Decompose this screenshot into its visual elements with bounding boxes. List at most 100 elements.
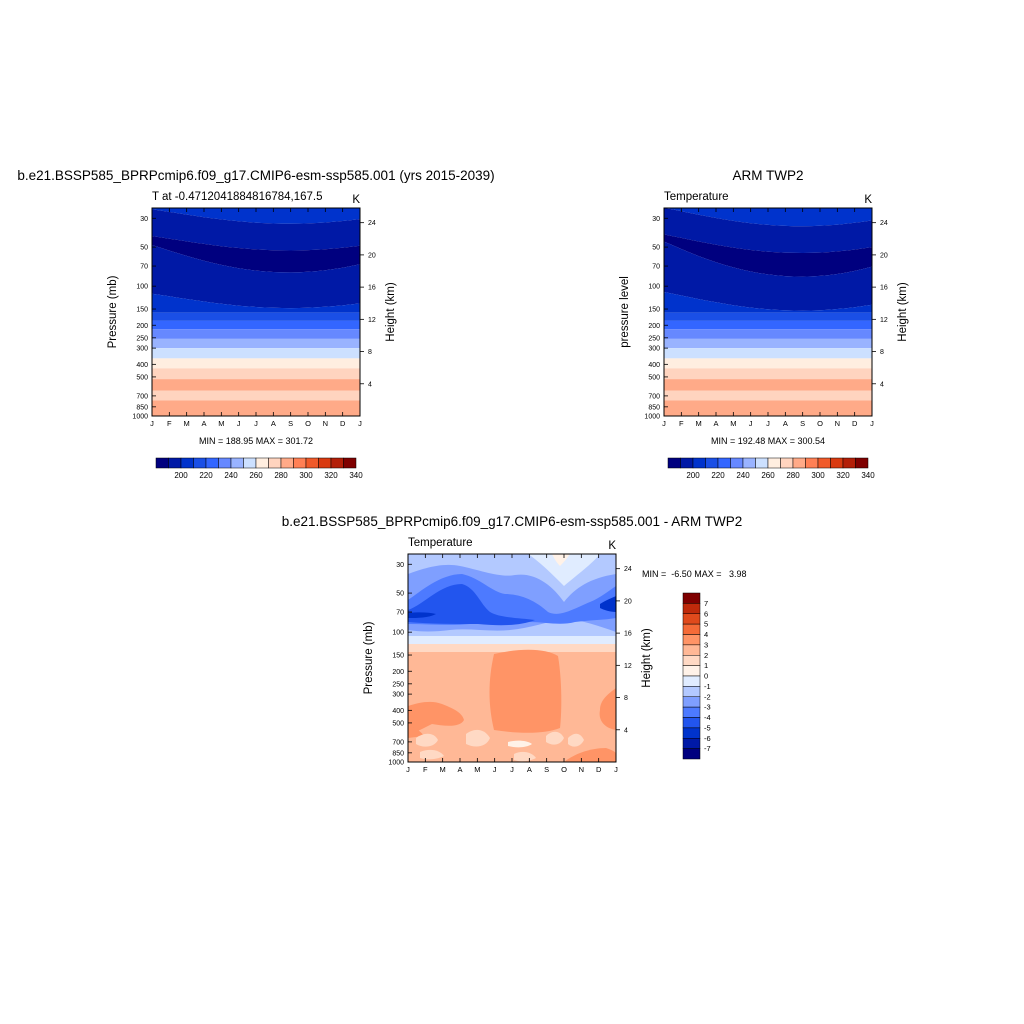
colorbar-label: 340	[349, 471, 363, 480]
panel-model: b.e21.BSSP585_BPRPcmip6.f09_g17.CMIP6-es…	[17, 168, 494, 480]
x-tick-label: A	[713, 419, 718, 428]
x-tick-label: A	[457, 765, 462, 774]
height-tick-label: 20	[368, 252, 376, 259]
colorbar-box	[682, 665, 701, 677]
colorbar-label: 5	[704, 620, 708, 629]
x-tick-label: J	[493, 765, 497, 774]
panel-diff-colorbar: 76 543 21 0-1-2 -3-4-5 -6-7	[682, 592, 711, 760]
colorbar-label: 1	[704, 661, 708, 670]
y-tick-label: 250	[648, 335, 660, 342]
band-model-8	[152, 338, 360, 349]
colorbar-box	[255, 457, 269, 469]
colorbar-box	[280, 457, 294, 469]
x-tick-label: J	[358, 419, 362, 428]
y-tick-label: 1000	[388, 760, 404, 767]
colorbar-box	[318, 457, 332, 469]
band-model-12	[152, 379, 360, 391]
y-tick-label: 850	[392, 750, 404, 757]
y-tick-label: 50	[140, 245, 148, 252]
diff-surface-patch-7	[514, 751, 536, 762]
colorbar-box	[780, 457, 794, 469]
colorbar-box	[755, 457, 769, 469]
colorbar-label: 320	[324, 471, 338, 480]
colorbar-box	[682, 696, 701, 708]
diff-surface-patch-1	[416, 733, 438, 747]
band-obs-10	[664, 358, 872, 369]
y-tick-label: 850	[648, 404, 660, 411]
y-tick-label: 70	[652, 264, 660, 271]
x-tick-label: D	[340, 419, 346, 428]
colorbar-label: -6	[704, 734, 711, 743]
diff-cold-layer-9	[552, 554, 570, 566]
band-model-4	[152, 293, 360, 313]
colorbar-box	[730, 457, 744, 469]
band-model-11	[152, 368, 360, 380]
colorbar-box	[682, 644, 701, 656]
y-tick-label: 500	[392, 720, 404, 727]
band-obs-4	[664, 292, 872, 313]
band-obs-13	[664, 390, 872, 401]
y-tick-label: 500	[136, 374, 148, 381]
diff-surface-patch-4	[568, 733, 584, 747]
x-tick-label: N	[579, 765, 584, 774]
diff-cold-layer-7	[600, 596, 616, 612]
colorbar-box	[155, 457, 169, 469]
colorbar-box	[682, 727, 701, 739]
colorbar-box	[205, 457, 219, 469]
x-tick-label: J	[662, 419, 666, 428]
colorbar-box	[682, 675, 701, 687]
panel-diff: b.e21.BSSP585_BPRPcmip6.f09_g17.CMIP6-es…	[282, 514, 747, 774]
y-tick-label: 70	[396, 610, 404, 617]
colorbar-label: 280	[274, 471, 288, 480]
panel-model-stats: MIN = 188.95 MAX = 301.72	[199, 436, 313, 446]
band-model-9	[152, 348, 360, 359]
colorbar-label: 240	[736, 471, 750, 480]
panel-model-left-label: T at -0.4712041884816784,167.5	[152, 191, 323, 203]
x-tick-label: A	[271, 419, 276, 428]
diff-surface-patch-2	[466, 729, 490, 747]
x-tick-label: J	[614, 765, 618, 774]
x-tick-label: J	[870, 419, 874, 428]
x-tick-label: J	[237, 419, 241, 428]
band-obs-7	[664, 329, 872, 339]
colorbar-box	[682, 623, 701, 635]
panel-model-ylabel: Pressure (mb)	[107, 275, 119, 348]
y-tick-label: 1000	[132, 414, 148, 421]
panel-obs-ylabel-right: Height (km)	[897, 282, 909, 342]
panel-obs-title: ARM TWP2	[732, 168, 803, 183]
colorbar-label: -2	[704, 692, 711, 701]
x-tick-label: J	[406, 765, 410, 774]
x-tick-label: M	[440, 765, 446, 774]
colorbar-box	[667, 457, 681, 469]
height-tick-label: 20	[624, 598, 632, 605]
panel-model-ylabel-right: Height (km)	[385, 282, 397, 342]
colorbar-label: 200	[686, 471, 700, 480]
band-obs-12	[664, 379, 872, 391]
y-tick-label: 100	[392, 630, 404, 637]
colorbar-label: -7	[704, 744, 711, 753]
x-tick-label: M	[696, 419, 702, 428]
band-model-2	[152, 236, 360, 273]
colorbar-box	[717, 457, 731, 469]
height-tick-label: 4	[624, 727, 628, 734]
colorbar-box	[682, 717, 701, 729]
y-tick-label: 850	[136, 404, 148, 411]
height-tick-label: 8	[368, 349, 372, 356]
x-tick-label: F	[679, 419, 684, 428]
height-tick-label: 12	[880, 317, 888, 324]
colorbar-box	[180, 457, 194, 469]
x-tick-label: S	[544, 765, 549, 774]
panel-model-title: b.e21.BSSP585_BPRPcmip6.f09_g17.CMIP6-es…	[17, 168, 494, 183]
colorbar-box	[682, 634, 701, 646]
colorbar-box	[705, 457, 719, 469]
colorbar-box	[218, 457, 232, 469]
diff-warm-patch-right	[599, 688, 616, 730]
y-tick-label: 300	[392, 692, 404, 699]
panel-diff-axes: J F M A M J J A S O N D J 30 50 70 100 150 200 250 300 400 500…	[388, 554, 632, 774]
band-model-6	[152, 320, 360, 330]
height-tick-label: 8	[880, 349, 884, 356]
band-obs-9	[664, 348, 872, 359]
colorbar-box	[330, 457, 344, 469]
band-model-10	[152, 358, 360, 369]
x-tick-label: O	[817, 419, 823, 428]
